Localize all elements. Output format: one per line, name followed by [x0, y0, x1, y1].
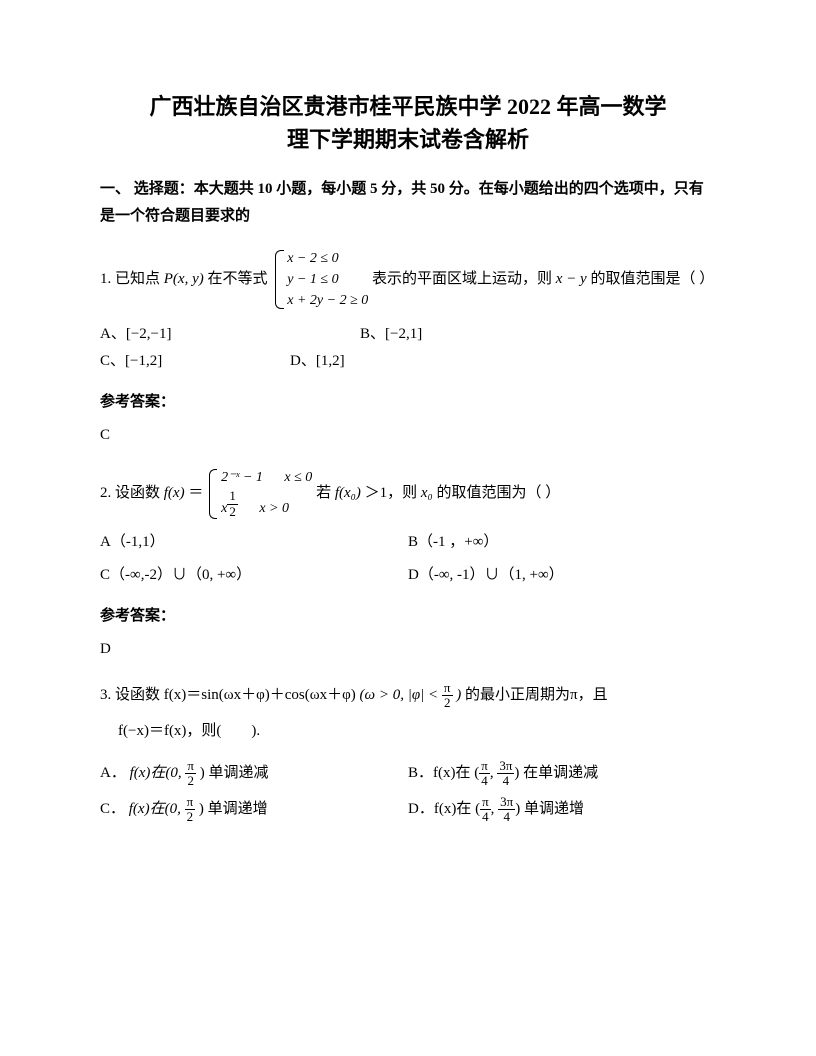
q1-after: 表示的平面区域上运动，则 [372, 271, 552, 287]
q3-optB-rden: 4 [497, 774, 514, 788]
q3-optC-num: π [185, 795, 196, 810]
q2-pw2-cond: x > 0 [259, 498, 289, 520]
q3-line2: f(−x)＝f(x)，则( ). [100, 718, 716, 745]
q2-optB: B（-1 ，+∞） [408, 529, 716, 556]
q2-optC: C（-∞,-2）∪（0, +∞） [100, 562, 408, 589]
q1-answer-label: 参考答案： [100, 389, 716, 416]
q3-optA-fx: f(x)在(0, [130, 765, 182, 781]
q2-optD: D（-∞, -1）∪（1, +∞） [408, 562, 716, 589]
q1-sys-line3: x + 2y − 2 ≥ 0 [287, 290, 368, 311]
q3-optA: A． f(x)在(0, π2 ) 单调递减 [100, 759, 408, 789]
q1-inequality-system: x − 2 ≤ 0 y − 1 ≤ 0 x + 2y − 2 ≥ 0 [271, 248, 368, 311]
q3-options-row1: A． f(x)在(0, π2 ) 单调递减 B．f(x)在 (π4, 3π4) … [100, 759, 716, 789]
q1-answer: C [100, 422, 716, 449]
q2-eq: ＝ [188, 485, 203, 501]
exam-title: 广西壮族自治区贵港市桂平民族中学 2022 年高一数学 理下学期期末试卷含解析 [100, 90, 716, 156]
q3-optA-pre: A． [100, 765, 126, 781]
q1-mid: 在不等式 [207, 271, 267, 287]
q1-prefix: 1. 已知点 [100, 271, 160, 287]
q3-cond-post: ) [456, 687, 461, 703]
q3-optC-fx: f(x)在(0, [129, 801, 181, 817]
q2-gt: ＞1，则 [365, 485, 418, 501]
q2-answer: D [100, 636, 716, 663]
q3-optC-post: ) 单调递增 [199, 801, 268, 817]
q3-optD-lden: 4 [480, 810, 491, 824]
q1-optC: C、[−1,2] [100, 348, 230, 375]
q3-optA-num: π [185, 759, 196, 774]
q3-optB-lden: 4 [479, 774, 490, 788]
q3-optC-den: 2 [185, 810, 196, 824]
question-2: 2. 设函数 f(x) ＝ 2⁻ˣ − 1 x ≤ 0 x12 x > 0 若 … [100, 467, 716, 521]
q2-answer-label: 参考答案： [100, 603, 716, 630]
q1-sys-line1: x − 2 ≤ 0 [287, 248, 368, 269]
q3-condition: (ω > 0, |φ| < π2 ) [360, 681, 462, 711]
q2-x0: x₀ [421, 485, 433, 501]
q2-pw1-cond: x ≤ 0 [284, 467, 312, 489]
q2-pw1-expr: 2⁻ˣ − 1 [221, 470, 263, 485]
q2-options-row2: C（-∞,-2）∪（0, +∞） D（-∞, -1）∪（1, +∞） [100, 562, 716, 589]
q3-optD-rnum: 3π [498, 795, 515, 810]
q1-tail: 的取值范围是（ ） [590, 271, 714, 287]
q2-fx0: f(x₀) [335, 485, 361, 501]
q3-mid: 的最小正周期为π，且 [465, 687, 608, 703]
q3-optD-post: 单调递增 [524, 801, 584, 817]
q3-cond-pre: (ω > 0, |φ| < [360, 687, 439, 703]
q3-options-row2: C． f(x)在(0, π2 ) 单调递增 D．f(x)在 (π4, 3π4) … [100, 795, 716, 825]
q2-pw2-den: 2 [227, 505, 238, 519]
section1-heading: 一、 选择题：本大题共 10 小题，每小题 5 分，共 50 分。在每小题给出的… [100, 176, 716, 230]
q1-point: P(x, y) [164, 271, 204, 287]
q3-optC-pre: C． [100, 801, 125, 817]
title-line1: 广西壮族自治区贵港市桂平民族中学 2022 年高一数学 [100, 90, 716, 123]
q2-optA: A（-1,1） [100, 529, 408, 556]
q2-tail: 的取值范围为（ ） [437, 485, 561, 501]
q2-prefix: 2. 设函数 [100, 485, 160, 501]
q3-optD-rden: 4 [498, 810, 515, 824]
q3-optD-pre: D．f(x)在 [408, 801, 471, 817]
q3-prefix: 3. 设函数 f(x)＝sin(ωx＋φ)＋cos(ωx＋φ) [100, 687, 356, 703]
q2-fn: f(x) [164, 485, 185, 501]
q1-optA: A、[−2,−1] [100, 321, 300, 348]
q3-optB-pre: B．f(x)在 [408, 765, 471, 781]
q2-piecewise: 2⁻ˣ − 1 x ≤ 0 x12 x > 0 [207, 467, 312, 521]
q1-options: A、[−2,−1] B、[−2,1] C、[−1,2] D、[1,2] [100, 321, 716, 375]
q3-optC: C． f(x)在(0, π2 ) 单调递增 [100, 795, 408, 825]
q1-optD: D、[1,2] [290, 348, 345, 375]
q3-optA-post: ) 单调递减 [200, 765, 269, 781]
q1-optB: B、[−2,1] [360, 321, 490, 348]
q3-optB: B．f(x)在 (π4, 3π4) 在单调递减 [408, 759, 716, 789]
q3-optB-lnum: π [479, 759, 490, 774]
q1-expr: x − y [556, 271, 587, 287]
q2-options-row1: A（-1,1） B（-1 ，+∞） [100, 529, 716, 556]
q2-pw2-num: 1 [227, 489, 238, 504]
q3-optB-rnum: 3π [497, 759, 514, 774]
q3-cond-num: π [442, 681, 453, 696]
q3-optB-post: 在单调递减 [523, 765, 598, 781]
q3-optD-lnum: π [480, 795, 491, 810]
title-line2: 理下学期期末试卷含解析 [100, 123, 716, 156]
q3-optD: D．f(x)在 (π4, 3π4) 单调递增 [408, 795, 716, 825]
question-3: 3. 设函数 f(x)＝sin(ωx＋φ)＋cos(ωx＋φ) (ω > 0, … [100, 681, 716, 711]
q3-optA-den: 2 [185, 774, 196, 788]
question-1: 1. 已知点 P(x, y) 在不等式 x − 2 ≤ 0 y − 1 ≤ 0 … [100, 248, 716, 311]
q2-mid: 若 [316, 485, 331, 501]
q1-sys-line2: y − 1 ≤ 0 [287, 269, 368, 290]
q3-cond-den: 2 [442, 696, 453, 710]
